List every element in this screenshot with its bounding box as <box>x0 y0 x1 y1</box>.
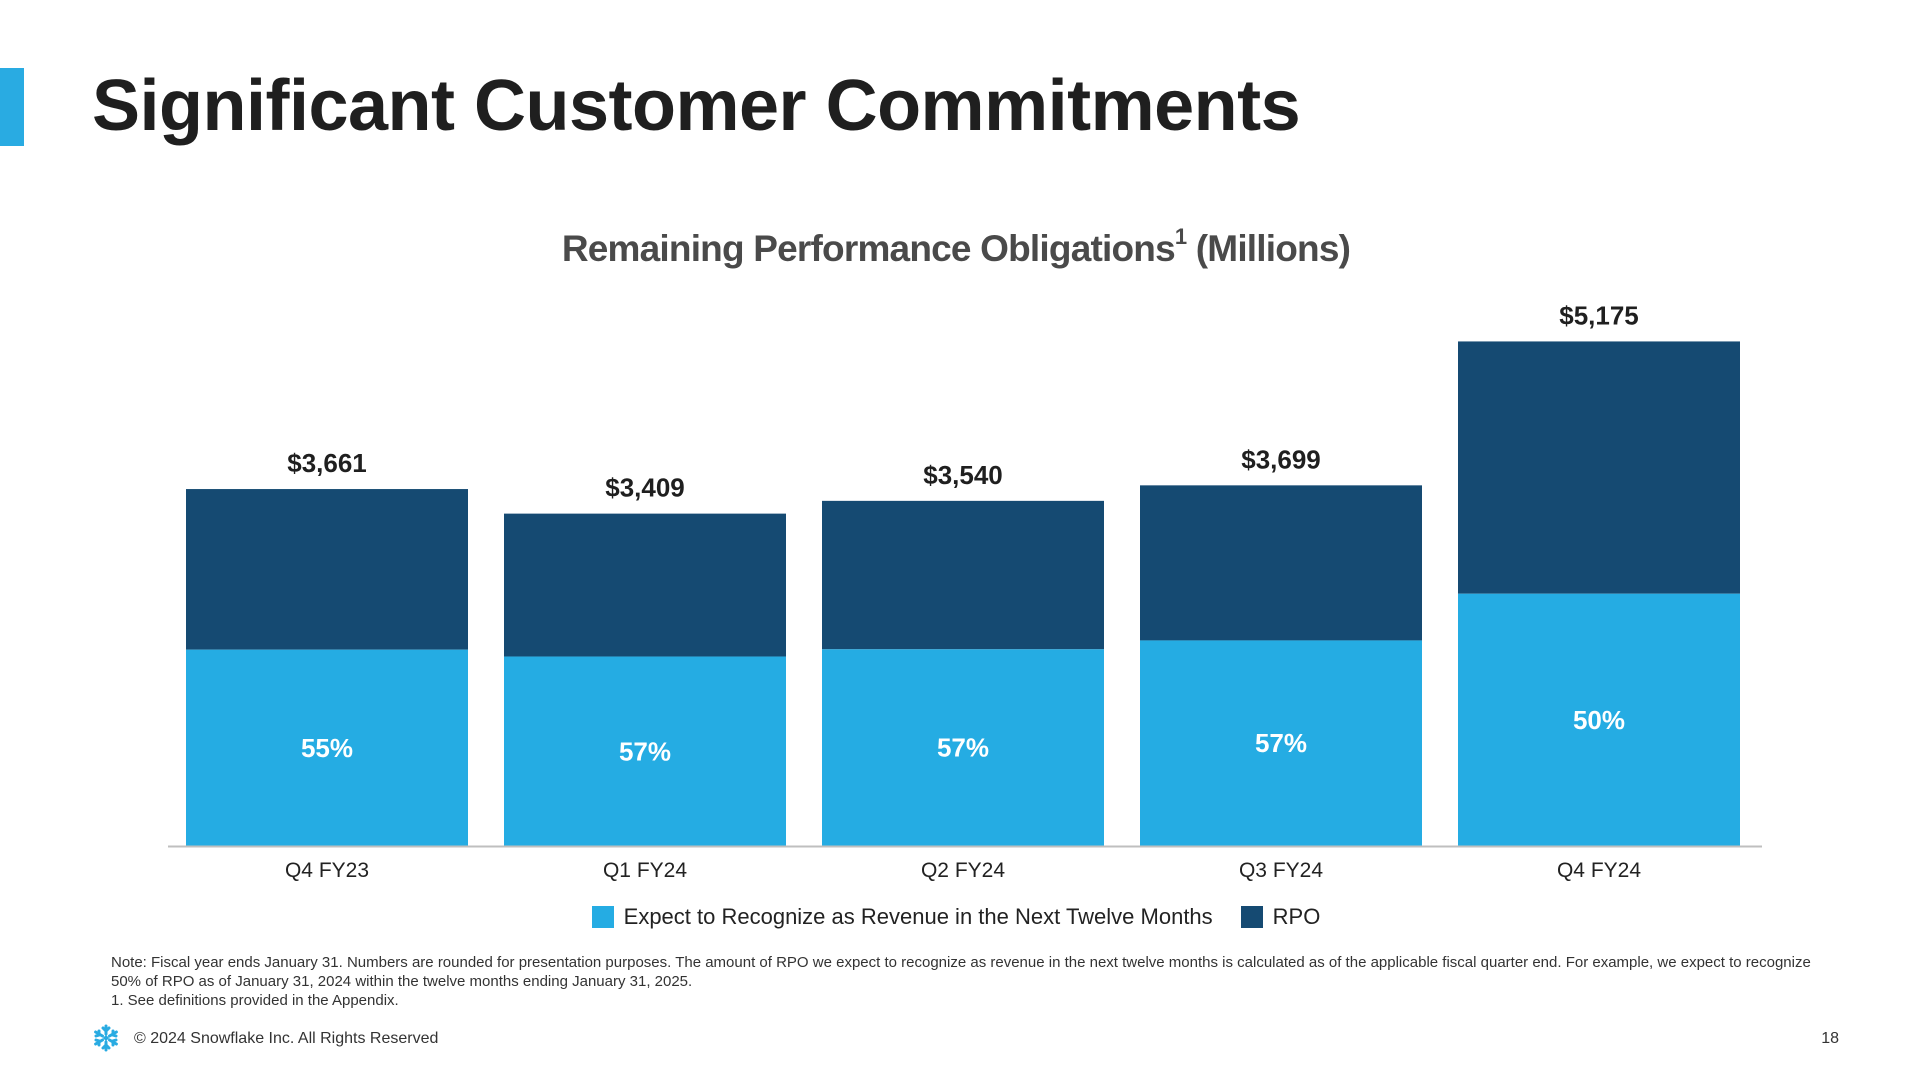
bar-rpo-segment <box>1458 341 1740 594</box>
total-value-label: $3,540 <box>923 460 1003 490</box>
chart-title: Remaining Performance Obligations1 (Mill… <box>0 224 1912 270</box>
legend-label-rpo: RPO <box>1272 904 1321 929</box>
chart-title-text: Remaining Performance Obligations <box>561 228 1176 269</box>
legend-swatch-ntm <box>591 906 614 928</box>
total-value-label: $3,699 <box>1241 444 1321 474</box>
ntm-percent-label: 57% <box>619 736 671 766</box>
bar-ntm-segment <box>504 656 786 846</box>
x-tick-label: Q4 FY23 <box>285 859 369 882</box>
legend-item-rpo: RPO <box>1240 904 1321 930</box>
total-value-label: $5,175 <box>1559 300 1639 330</box>
chart-title-superscript: 1 <box>1174 224 1187 249</box>
bar-rpo-segment <box>822 500 1104 650</box>
x-tick-label: Q4 FY24 <box>1557 859 1641 882</box>
x-tick-label: Q1 FY24 <box>603 859 687 882</box>
bar-rpo-segment <box>186 489 468 650</box>
total-value-label: $3,409 <box>605 473 685 503</box>
ntm-percent-label: 57% <box>937 733 989 763</box>
bar-rpo-segment <box>1140 485 1422 641</box>
fiscal-year-note: Note: Fiscal year ends January 31. Numbe… <box>111 954 1811 990</box>
chart-legend: Expect to Recognize as Revenue in the Ne… <box>0 904 1912 930</box>
copyright-text: © 2024 Snowflake Inc. All Rights Reserve… <box>134 1030 439 1047</box>
legend-item-ntm: Expect to Recognize as Revenue in the Ne… <box>591 904 1213 930</box>
title-accent-bar <box>0 68 24 146</box>
x-tick-label: Q2 FY24 <box>921 859 1005 882</box>
bar-ntm-segment <box>1140 640 1422 846</box>
ntm-percent-label: 55% <box>301 733 353 763</box>
bar-ntm-segment <box>186 649 468 846</box>
appendix-footnote: 1. See definitions provided in the Appen… <box>111 992 399 1009</box>
legend-label-ntm: Expect to Recognize as Revenue in the Ne… <box>623 904 1213 929</box>
ntm-percent-label: 57% <box>1255 728 1307 758</box>
total-value-label: $3,661 <box>287 448 367 478</box>
page-title: Significant Customer Commitments <box>92 66 1301 146</box>
bar-ntm-segment <box>822 649 1104 846</box>
chart-title-suffix: (Millions) <box>1195 228 1351 269</box>
ntm-percent-label: 50% <box>1573 705 1625 735</box>
bar-rpo-segment <box>504 513 786 657</box>
x-tick-label: Q3 FY24 <box>1239 859 1323 882</box>
legend-swatch-rpo <box>1240 906 1263 928</box>
snowflake-logo-icon <box>94 1024 118 1052</box>
footnotes: Note: Fiscal year ends January 31. Numbe… <box>111 953 1831 1010</box>
bar-ntm-segment <box>1458 593 1740 846</box>
page-number: 18 <box>1821 1030 1839 1047</box>
